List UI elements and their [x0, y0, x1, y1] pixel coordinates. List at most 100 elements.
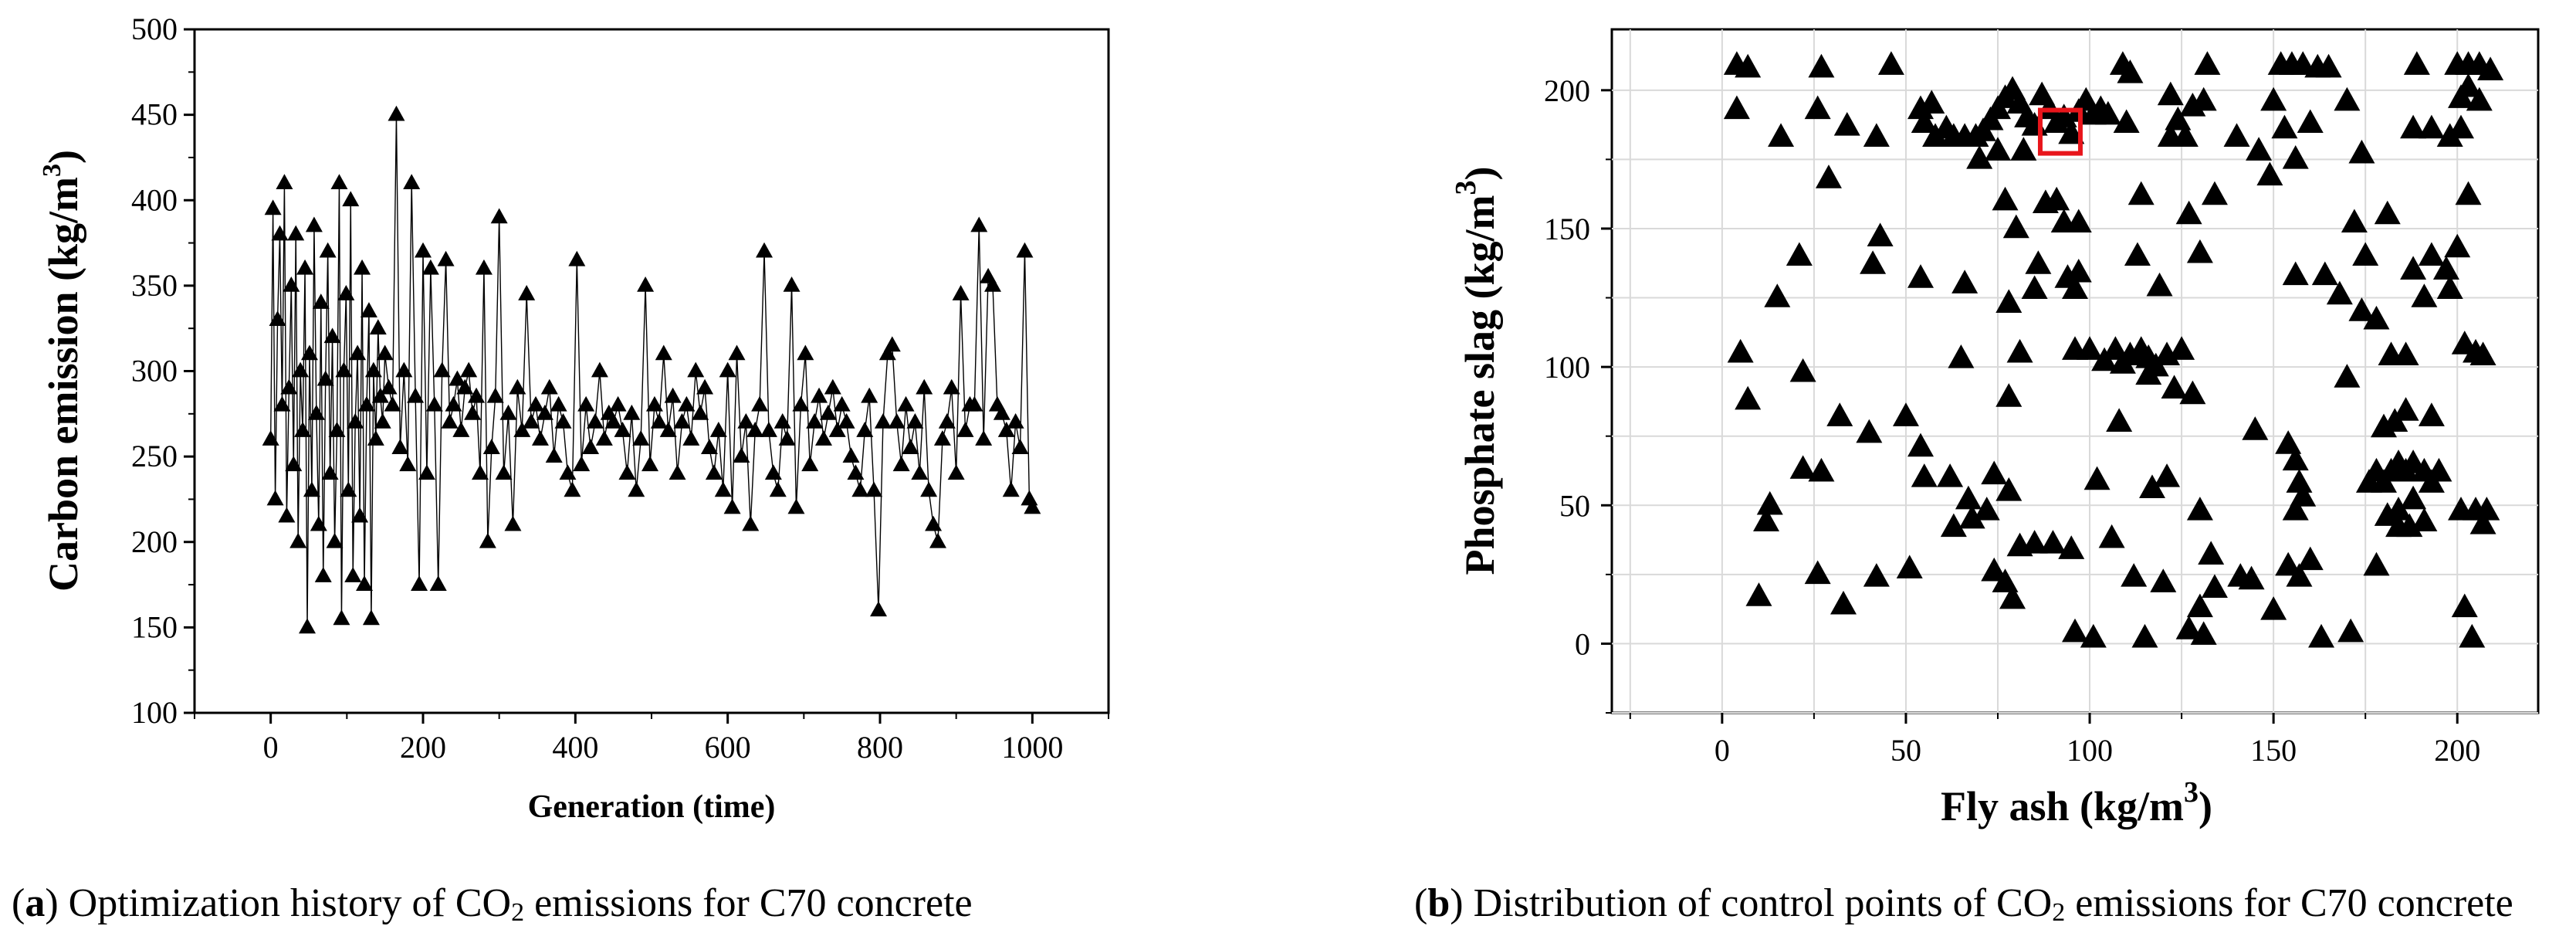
marker-a-186	[975, 430, 993, 446]
marker-a-44	[362, 609, 380, 626]
marker-a-1	[264, 199, 282, 215]
marker-a-164	[874, 412, 892, 429]
marker-a-8	[280, 378, 298, 395]
marker-a-22	[312, 293, 330, 309]
marker-b-196	[2308, 623, 2335, 648]
marker-a-7	[278, 507, 296, 523]
marker-a-123	[687, 361, 705, 378]
marker-b-142	[1892, 402, 1919, 426]
marker-b-143	[1907, 432, 1934, 457]
marker-b-218	[2418, 402, 2445, 426]
marker-b-112	[2146, 272, 2173, 297]
marker-a-121	[678, 395, 696, 412]
caption-b: (b) Distribution of control points of CO…	[1414, 881, 2513, 927]
marker-a-35	[342, 191, 360, 207]
marker-a-43	[360, 302, 377, 317]
marker-a-20	[307, 404, 325, 420]
marker-b-106	[2025, 250, 2052, 274]
marker-a-66	[437, 250, 455, 266]
marker-a-83	[504, 515, 522, 531]
marker-a-28	[326, 532, 344, 548]
marker-a-130	[719, 361, 736, 378]
marker-b-90	[2418, 242, 2445, 266]
marker-a-105	[604, 412, 622, 429]
marker-b-194	[2286, 563, 2313, 587]
marker-b-149	[1995, 477, 2023, 501]
marker-a-111	[632, 430, 650, 446]
marker-a-194	[1011, 439, 1029, 454]
marker-a-50	[376, 344, 394, 361]
marker-a-188	[984, 276, 1002, 292]
marker-b-3	[1877, 51, 1904, 75]
marker-a-184	[966, 395, 983, 412]
marker-b-30	[2058, 120, 2085, 144]
marker-a-10	[285, 456, 303, 472]
marker-a-146	[792, 395, 810, 412]
caption-a-letter: a	[25, 881, 46, 925]
marker-a-174	[920, 481, 938, 497]
marker-b-1	[1735, 53, 1762, 78]
chart-a-ylabel: Carbon emission (kg/m3)	[38, 150, 86, 592]
marker-b-113	[2186, 239, 2213, 263]
marker-a-94	[554, 412, 572, 429]
marker-b-7	[1833, 112, 1860, 136]
chart-a-xlabel: Generation (time)	[528, 789, 776, 825]
marker-b-176	[2201, 574, 2228, 599]
marker-a-5	[273, 395, 291, 412]
y-tick-label-a-0: 100	[131, 695, 178, 730]
chart-a-markers	[262, 105, 1041, 634]
marker-b-6	[1768, 123, 1795, 147]
marker-b-116	[1789, 358, 1816, 382]
marker-a-27	[323, 327, 341, 344]
marker-a-56	[399, 456, 417, 472]
marker-b-96	[2363, 305, 2390, 330]
marker-a-6	[276, 174, 293, 190]
marker-a-142	[773, 412, 791, 429]
marker-b-208	[2425, 457, 2452, 482]
marker-b-133	[2106, 408, 2133, 432]
marker-b-134	[2242, 416, 2269, 440]
marker-b-97	[2455, 181, 2482, 205]
marker-a-165	[878, 344, 896, 361]
marker-b-131	[2161, 375, 2188, 399]
marker-a-49	[374, 412, 391, 429]
marker-a-13	[292, 361, 310, 378]
marker-b-146	[1955, 485, 1982, 510]
marker-a-81	[495, 464, 513, 480]
marker-a-51	[380, 378, 398, 395]
marker-a-141	[769, 481, 787, 497]
marker-a-72	[460, 361, 478, 378]
marker-b-51	[2165, 106, 2192, 131]
marker-a-21	[310, 515, 327, 531]
marker-b-66	[2246, 137, 2273, 161]
marker-b-209	[2400, 485, 2427, 510]
marker-b-104	[1951, 270, 1979, 293]
marker-b-54	[2260, 86, 2287, 111]
marker-b-168	[2039, 530, 2067, 554]
chart-b-markers	[1723, 51, 2504, 648]
marker-b-224	[2459, 623, 2486, 648]
marker-a-122	[682, 430, 700, 446]
marker-a-88	[527, 395, 545, 412]
marker-b-211	[2374, 502, 2401, 526]
marker-a-139	[760, 422, 777, 437]
marker-b-172	[2139, 474, 2165, 499]
caption-b-text: Distribution of control points of CO	[1473, 881, 2053, 925]
marker-a-11	[287, 225, 305, 241]
caption-b-letter: b	[1427, 881, 1450, 925]
marker-b-69	[2297, 109, 2324, 134]
marker-b-55	[2271, 114, 2298, 139]
marker-b-9	[1815, 165, 1842, 188]
marker-b-151	[1856, 419, 1883, 443]
marker-b-173	[2154, 463, 2181, 487]
marker-b-160	[1896, 555, 1923, 578]
marker-b-79	[2065, 209, 2092, 233]
marker-b-12	[1918, 90, 1945, 114]
marker-a-106	[609, 395, 627, 412]
marker-a-135	[742, 515, 760, 531]
marker-a-129	[714, 481, 732, 497]
x-tick-label-a-2: 400	[552, 730, 598, 765]
marker-b-103	[1907, 264, 1934, 288]
marker-b-85	[2326, 280, 2353, 305]
